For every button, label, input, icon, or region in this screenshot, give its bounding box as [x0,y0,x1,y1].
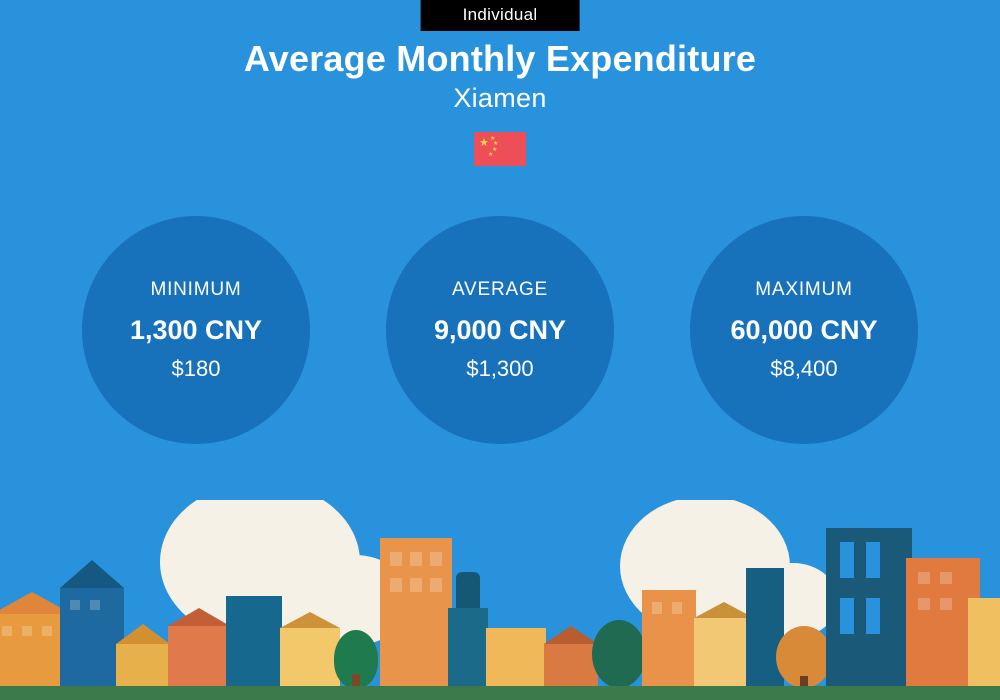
stat-label: MAXIMUM [755,279,852,301]
stat-label: AVERAGE [452,279,548,301]
page-title: Average Monthly Expenditure [0,38,1000,80]
infographic-background: Individual Average Monthly Expenditure X… [0,0,1000,700]
category-badge: Individual [421,0,580,31]
stat-value-local: 9,000 CNY [434,315,566,346]
stat-circle-minimum: MINIMUM 1,300 CNY $180 [82,216,310,444]
category-badge-label: Individual [463,5,538,24]
stat-value-local: 1,300 CNY [130,315,262,346]
stats-row: MINIMUM 1,300 CNY $180 AVERAGE 9,000 CNY… [0,216,1000,444]
stat-circle-maximum: MAXIMUM 60,000 CNY $8,400 [690,216,918,444]
stat-value-local: 60,000 CNY [730,315,877,346]
stat-value-usd: $8,400 [770,356,837,382]
stat-value-usd: $1,300 [466,356,533,382]
china-flag-icon: ★ ★★ ★★ [474,132,526,166]
city-name: Xiamen [0,83,1000,114]
stat-circle-average: AVERAGE 9,000 CNY $1,300 [386,216,614,444]
stat-value-usd: $180 [172,356,221,382]
cityscape-illustration [0,500,1000,700]
stat-label: MINIMUM [150,279,241,301]
header: Average Monthly Expenditure Xiamen ★ ★★ … [0,38,1000,166]
